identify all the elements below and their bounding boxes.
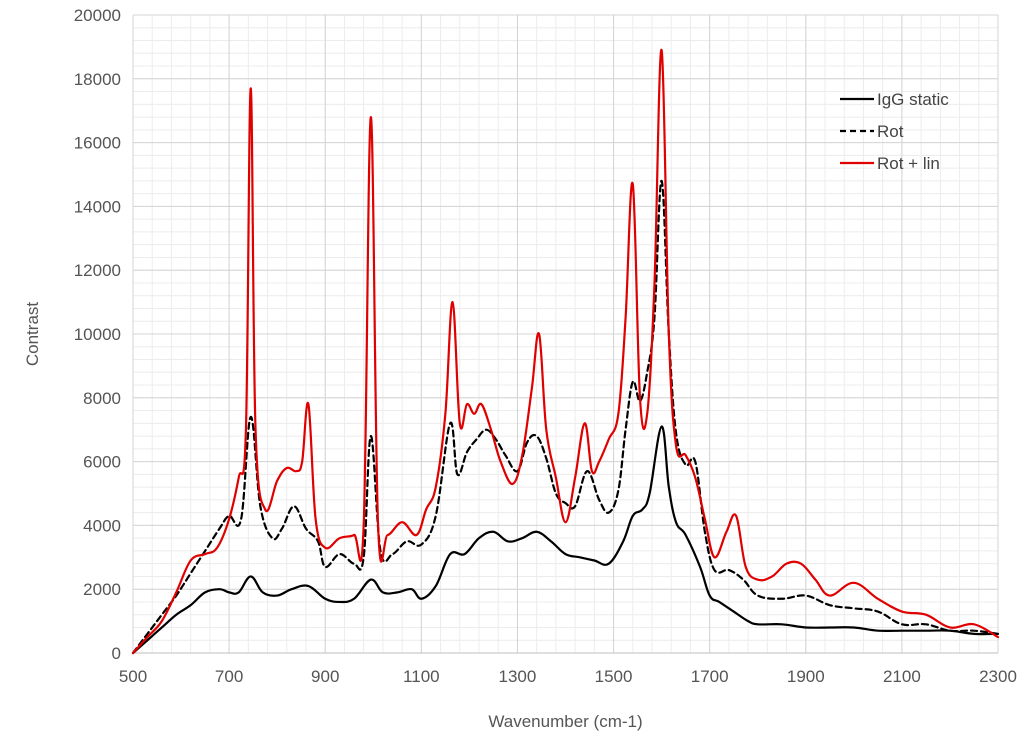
series-lines xyxy=(131,48,1000,655)
x-tick-label: 700 xyxy=(215,667,243,686)
y-tick-label: 16000 xyxy=(74,134,121,153)
legend-entry: Rot + lin xyxy=(840,154,940,173)
legend-label: IgG static xyxy=(877,90,949,109)
y-tick-label: 10000 xyxy=(74,325,121,344)
y-tick-label: 6000 xyxy=(83,453,121,472)
y-axis-title: Contrast xyxy=(23,302,42,367)
x-tick-label: 2100 xyxy=(883,667,921,686)
y-tick-label: 8000 xyxy=(83,389,121,408)
x-tick-label: 500 xyxy=(119,667,147,686)
x-axis-title: Wavenumber (cm-1) xyxy=(488,712,642,731)
axes: 500 700 900 1100 1300 1500 1700 1900 2100 2300 0 20… xyxy=(74,6,1017,686)
gridlines xyxy=(132,14,999,654)
legend-label: Rot + lin xyxy=(877,154,940,173)
legend-label: Rot xyxy=(877,122,904,141)
legend-entry: IgG static xyxy=(840,90,949,109)
legend-entry: Rot xyxy=(840,122,904,141)
y-tick-label: 0 xyxy=(112,644,121,663)
x-tick-label: 1500 xyxy=(595,667,633,686)
y-tick-label: 14000 xyxy=(74,197,121,216)
x-tick-label: 1300 xyxy=(499,667,537,686)
y-tick-label: 20000 xyxy=(74,6,121,25)
x-tick-label: 1900 xyxy=(787,667,825,686)
y-tick-label: 12000 xyxy=(74,261,121,280)
x-tick-label: 900 xyxy=(311,667,339,686)
x-tick-label: 1100 xyxy=(403,667,440,686)
y-tick-label: 2000 xyxy=(83,580,121,599)
legend: IgG static Rot Rot + lin xyxy=(840,90,949,173)
series-line-igg-static xyxy=(131,425,1000,655)
series-line-rot xyxy=(131,179,1000,655)
series-line-rot-lin xyxy=(131,48,1000,655)
x-tick-label: 2300 xyxy=(979,667,1017,686)
y-tick-label: 4000 xyxy=(83,516,121,535)
y-tick-label: 18000 xyxy=(74,70,121,89)
x-tick-label: 1700 xyxy=(691,667,729,686)
